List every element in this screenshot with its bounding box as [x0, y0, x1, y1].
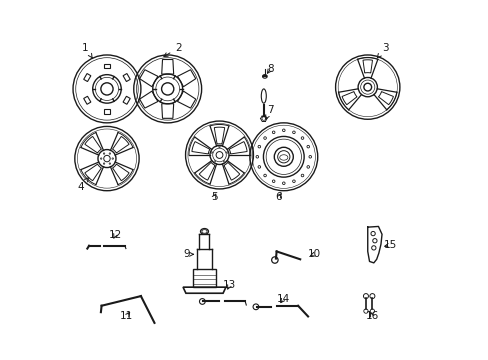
Text: 6: 6	[275, 192, 281, 202]
Ellipse shape	[216, 152, 223, 158]
Circle shape	[301, 137, 303, 139]
Circle shape	[226, 152, 227, 153]
Circle shape	[306, 145, 309, 148]
Text: 14: 14	[277, 294, 290, 303]
Circle shape	[109, 163, 110, 164]
Circle shape	[306, 166, 309, 168]
Ellipse shape	[103, 156, 110, 162]
Text: 9: 9	[183, 249, 193, 259]
Circle shape	[210, 152, 212, 153]
Circle shape	[263, 137, 266, 139]
Circle shape	[271, 257, 278, 263]
Circle shape	[256, 156, 258, 158]
Circle shape	[263, 174, 266, 177]
Circle shape	[272, 180, 274, 183]
Text: 10: 10	[307, 249, 320, 259]
Text: 1: 1	[82, 43, 92, 58]
Circle shape	[292, 180, 295, 183]
Text: 7: 7	[265, 105, 273, 119]
Ellipse shape	[277, 151, 289, 163]
Circle shape	[112, 158, 113, 159]
Circle shape	[223, 161, 224, 162]
Text: 3: 3	[377, 43, 388, 58]
Circle shape	[262, 117, 265, 120]
Text: 11: 11	[120, 311, 133, 321]
Circle shape	[282, 129, 285, 132]
Circle shape	[301, 174, 303, 177]
Circle shape	[218, 146, 220, 148]
Text: 16: 16	[365, 311, 378, 321]
Ellipse shape	[101, 83, 113, 95]
Text: 4: 4	[78, 177, 89, 192]
Circle shape	[272, 131, 274, 134]
Circle shape	[363, 294, 367, 298]
Text: 2: 2	[163, 43, 182, 57]
Ellipse shape	[161, 83, 173, 95]
Circle shape	[308, 156, 311, 158]
Circle shape	[292, 131, 295, 134]
Text: 15: 15	[383, 240, 396, 250]
Circle shape	[199, 298, 205, 304]
Text: 5: 5	[210, 192, 217, 202]
Circle shape	[258, 166, 260, 168]
Circle shape	[258, 145, 260, 148]
Text: 13: 13	[223, 280, 236, 291]
Text: 8: 8	[266, 64, 273, 74]
Circle shape	[103, 163, 104, 164]
Circle shape	[282, 182, 285, 185]
Circle shape	[369, 294, 374, 298]
Circle shape	[253, 304, 258, 310]
Text: 12: 12	[108, 230, 122, 240]
Ellipse shape	[363, 83, 371, 91]
Circle shape	[100, 158, 102, 159]
Circle shape	[103, 153, 104, 154]
Circle shape	[109, 153, 110, 154]
Circle shape	[214, 161, 215, 162]
